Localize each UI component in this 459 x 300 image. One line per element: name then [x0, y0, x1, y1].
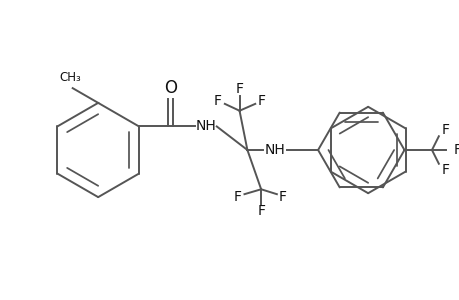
Text: NH: NH — [264, 143, 285, 157]
Text: F: F — [441, 123, 449, 137]
Text: CH₃: CH₃ — [60, 71, 81, 84]
Text: F: F — [233, 190, 241, 204]
Text: F: F — [278, 190, 286, 204]
Text: NH: NH — [195, 119, 216, 134]
Text: F: F — [257, 204, 264, 218]
Text: F: F — [257, 94, 264, 108]
Text: F: F — [235, 82, 243, 96]
Text: O: O — [163, 79, 177, 97]
Text: F: F — [453, 143, 459, 157]
Text: F: F — [213, 94, 222, 108]
Text: F: F — [441, 163, 449, 177]
